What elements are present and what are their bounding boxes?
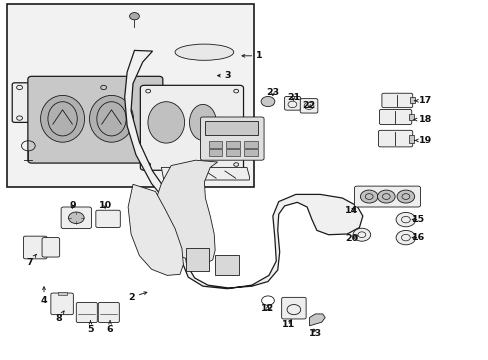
- Polygon shape: [154, 160, 217, 264]
- Text: 20: 20: [345, 234, 358, 243]
- Circle shape: [129, 13, 139, 20]
- Text: 1: 1: [242, 51, 262, 60]
- Bar: [408, 135, 413, 143]
- Polygon shape: [124, 50, 362, 289]
- FancyBboxPatch shape: [281, 297, 305, 319]
- Text: 11: 11: [281, 320, 295, 329]
- FancyBboxPatch shape: [378, 130, 412, 147]
- Text: 12: 12: [261, 305, 274, 313]
- FancyBboxPatch shape: [98, 302, 119, 323]
- FancyBboxPatch shape: [140, 85, 243, 170]
- FancyBboxPatch shape: [379, 109, 411, 125]
- Circle shape: [377, 190, 394, 203]
- Ellipse shape: [189, 104, 216, 140]
- Bar: [226, 141, 240, 148]
- Circle shape: [395, 212, 415, 227]
- Bar: [58, 292, 66, 295]
- Text: 22: 22: [302, 100, 315, 109]
- Circle shape: [261, 96, 274, 107]
- Text: 13: 13: [308, 328, 321, 338]
- Text: 18: 18: [413, 115, 431, 124]
- Ellipse shape: [147, 102, 184, 143]
- Text: 7: 7: [26, 254, 36, 267]
- FancyBboxPatch shape: [28, 76, 163, 163]
- Ellipse shape: [175, 44, 233, 60]
- Text: 23: 23: [266, 88, 279, 97]
- Text: 4: 4: [41, 287, 47, 305]
- Bar: [215, 255, 238, 275]
- FancyBboxPatch shape: [51, 293, 73, 315]
- Bar: [185, 248, 209, 271]
- Bar: [226, 149, 240, 156]
- Text: 16: 16: [410, 233, 424, 242]
- Polygon shape: [309, 314, 325, 326]
- Bar: [409, 97, 414, 103]
- FancyBboxPatch shape: [381, 93, 412, 108]
- Bar: [244, 141, 257, 148]
- Bar: [408, 114, 413, 120]
- Bar: [205, 121, 258, 135]
- FancyBboxPatch shape: [354, 186, 420, 207]
- Text: 3: 3: [217, 71, 230, 80]
- FancyBboxPatch shape: [12, 83, 110, 122]
- Text: 8: 8: [55, 311, 64, 323]
- FancyBboxPatch shape: [61, 207, 91, 229]
- FancyBboxPatch shape: [23, 236, 47, 259]
- Polygon shape: [128, 184, 183, 275]
- Circle shape: [360, 190, 377, 203]
- Text: 21: 21: [286, 93, 300, 102]
- Text: 17: 17: [414, 96, 431, 105]
- Text: 5: 5: [87, 321, 94, 334]
- Bar: [7, 4, 254, 187]
- Text: 19: 19: [414, 136, 431, 145]
- Text: 10: 10: [99, 201, 111, 210]
- Polygon shape: [161, 167, 249, 180]
- Text: 2: 2: [128, 292, 146, 302]
- Circle shape: [352, 228, 370, 241]
- Text: h: h: [129, 116, 133, 121]
- Text: 6: 6: [106, 321, 113, 334]
- FancyBboxPatch shape: [96, 210, 120, 228]
- FancyBboxPatch shape: [300, 99, 317, 113]
- FancyBboxPatch shape: [284, 96, 300, 110]
- Ellipse shape: [41, 95, 84, 142]
- Circle shape: [68, 212, 84, 224]
- Bar: [208, 141, 222, 148]
- FancyBboxPatch shape: [200, 117, 264, 160]
- Text: 14: 14: [344, 206, 357, 215]
- FancyBboxPatch shape: [76, 302, 97, 323]
- Circle shape: [395, 230, 415, 245]
- Text: 9: 9: [69, 201, 76, 210]
- FancyBboxPatch shape: [42, 238, 60, 257]
- Text: 15: 15: [411, 215, 424, 224]
- Ellipse shape: [89, 95, 133, 142]
- Bar: [244, 149, 257, 156]
- Circle shape: [396, 190, 414, 203]
- Ellipse shape: [215, 126, 234, 148]
- Bar: [208, 149, 222, 156]
